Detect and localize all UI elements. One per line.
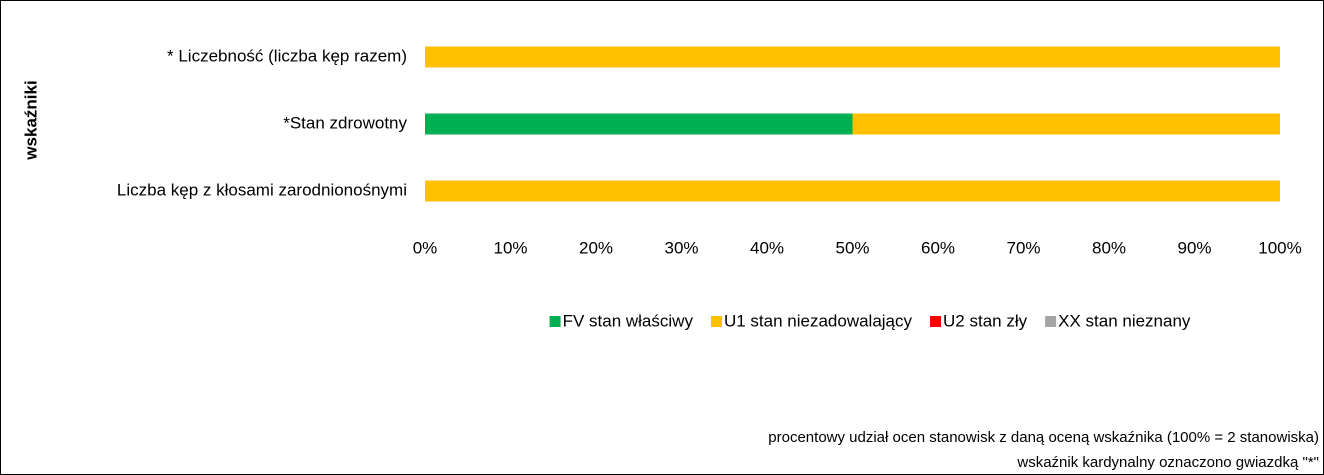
legend-swatch <box>549 316 561 327</box>
x-tick-label: 50% <box>835 238 869 257</box>
x-tick-label: 70% <box>1006 238 1040 257</box>
bar-segment <box>425 180 1280 202</box>
legend-label: XX stan nieznany <box>1058 311 1191 330</box>
x-tick-label: 0% <box>413 238 438 257</box>
x-tick-label: 20% <box>579 238 613 257</box>
y-tick-label: * Liczebność (liczba kęp razem) <box>167 46 407 65</box>
footnote: wskaźnik kardynalny oznaczono gwiazdką "… <box>1016 454 1319 471</box>
legend: FV stan właściwy U1 stan niezadowalający U… <box>549 311 1191 330</box>
x-tick-label: 100% <box>1258 238 1301 257</box>
x-tick-label: 80% <box>1092 238 1126 257</box>
x-tick-label: 60% <box>921 238 955 257</box>
legend-label: U1 stan niezadowalający <box>724 311 913 330</box>
legend-swatch <box>930 316 942 327</box>
bar-segment <box>425 46 1280 68</box>
legend-swatch <box>710 316 722 327</box>
footnote: procentowy udział ocen stanowisk z daną … <box>768 429 1319 446</box>
y-axis-label: wskaźniki <box>21 80 40 160</box>
x-tick-label: 10% <box>493 238 527 257</box>
legend-swatch <box>1045 316 1057 327</box>
bar-segment <box>425 113 853 135</box>
x-tick-label: 30% <box>664 238 698 257</box>
x-tick-label: 40% <box>750 238 784 257</box>
legend-label: FV stan właściwy <box>563 311 694 330</box>
y-tick-label: Liczba kęp z kłosami zarodnionośnymi <box>117 180 407 199</box>
bar-segment <box>852 113 1280 135</box>
y-tick-label: *Stan zdrowotny <box>283 113 407 132</box>
notes: procentowy udział ocen stanowisk z daną … <box>768 429 1319 471</box>
legend-label: U2 stan zły <box>943 311 1028 330</box>
x-tick-label: 90% <box>1177 238 1211 257</box>
